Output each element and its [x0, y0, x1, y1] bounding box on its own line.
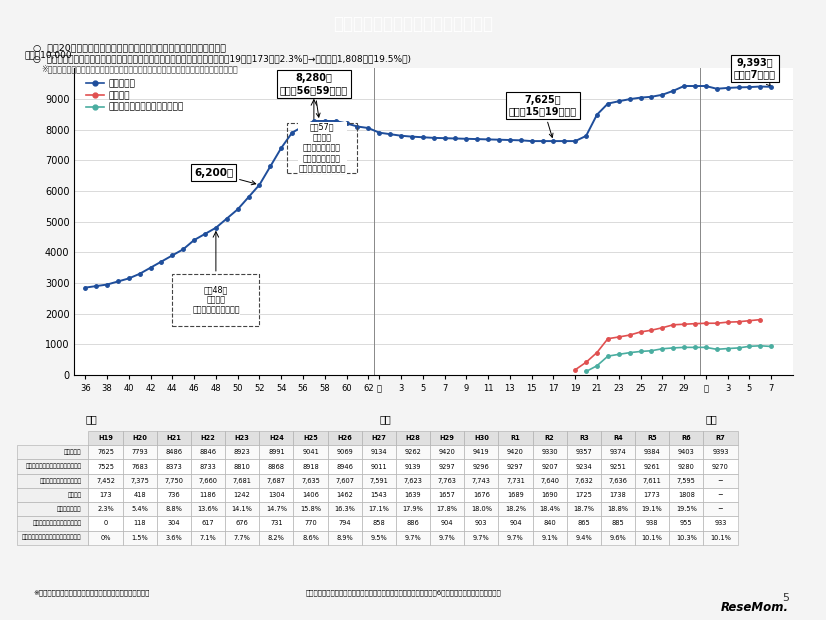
- Bar: [287, 123, 358, 172]
- Text: 昭和57年
閣議決定
「医師については
全体として過剰を
招かないように配慮」: 昭和57年 閣議決定 「医師については 全体として過剰を 招かないように配慮」: [298, 123, 346, 174]
- Text: 8,280人
（昭和56〜59年度）: 8,280人 （昭和56〜59年度）: [280, 73, 348, 117]
- Text: ReseMom.: ReseMom.: [721, 601, 789, 614]
- Text: ※地域枠等：地域医療に従事する医師を養成することを主たる目的とした学生を選抜する枠: ※地域枠等：地域医療に従事する医師を養成することを主たる目的とした学生を選抜する…: [41, 64, 238, 73]
- Bar: [173, 274, 259, 326]
- Text: （地域枠等及び地域枠等を要件とした臨時定員の人数について、令和6年文部科学省医学教育課調べ）: （地域枠等及び地域枠等を要件とした臨時定員の人数について、令和6年文部科学省医学…: [306, 589, 501, 596]
- Text: 9,393人
（令和7年度）: 9,393人 （令和7年度）: [733, 58, 776, 86]
- Text: ○  平成20年度以降、医学部の入学定員が過去最大規模となっている。: ○ 平成20年度以降、医学部の入学定員が過去最大規模となっている。: [33, 43, 226, 53]
- Text: 医学部入学定員と地域枠の年次推移: 医学部入学定員と地域枠の年次推移: [333, 15, 493, 33]
- Text: 令和: 令和: [706, 414, 718, 424]
- Text: ○  医学部定員に占める地域枠等＊の数・割合も、増加してきている。　（平成19年度173人（2.3%）→令和６年1,808人（19.5%）): ○ 医学部定員に占める地域枠等＊の数・割合も、増加してきている。 （平成19年度…: [33, 54, 411, 63]
- Text: 6,200人: 6,200人: [194, 167, 256, 185]
- Text: 昭和48年
閣議決定
「無医大県解消構想」: 昭和48年 閣議決定 「無医大県解消構想」: [192, 285, 240, 315]
- Text: 平成: 平成: [379, 414, 391, 424]
- Text: ※自治医科大学は、設立の趣旨に踏み地域枠等からは除く。: ※自治医科大学は、設立の趣旨に踏み地域枠等からは除く。: [33, 589, 150, 596]
- Text: 昭和: 昭和: [85, 414, 97, 424]
- Legend: 医学部定員, 地域枠等, 地域枠等を要件とした臨時定員: 医学部定員, 地域枠等, 地域枠等を要件とした臨時定員: [83, 76, 188, 115]
- Text: 7,625人
（平成15〜19年度）: 7,625人 （平成15〜19年度）: [509, 95, 577, 138]
- Text: （人）10,000: （人）10,000: [24, 50, 72, 59]
- Text: 5: 5: [782, 593, 789, 603]
